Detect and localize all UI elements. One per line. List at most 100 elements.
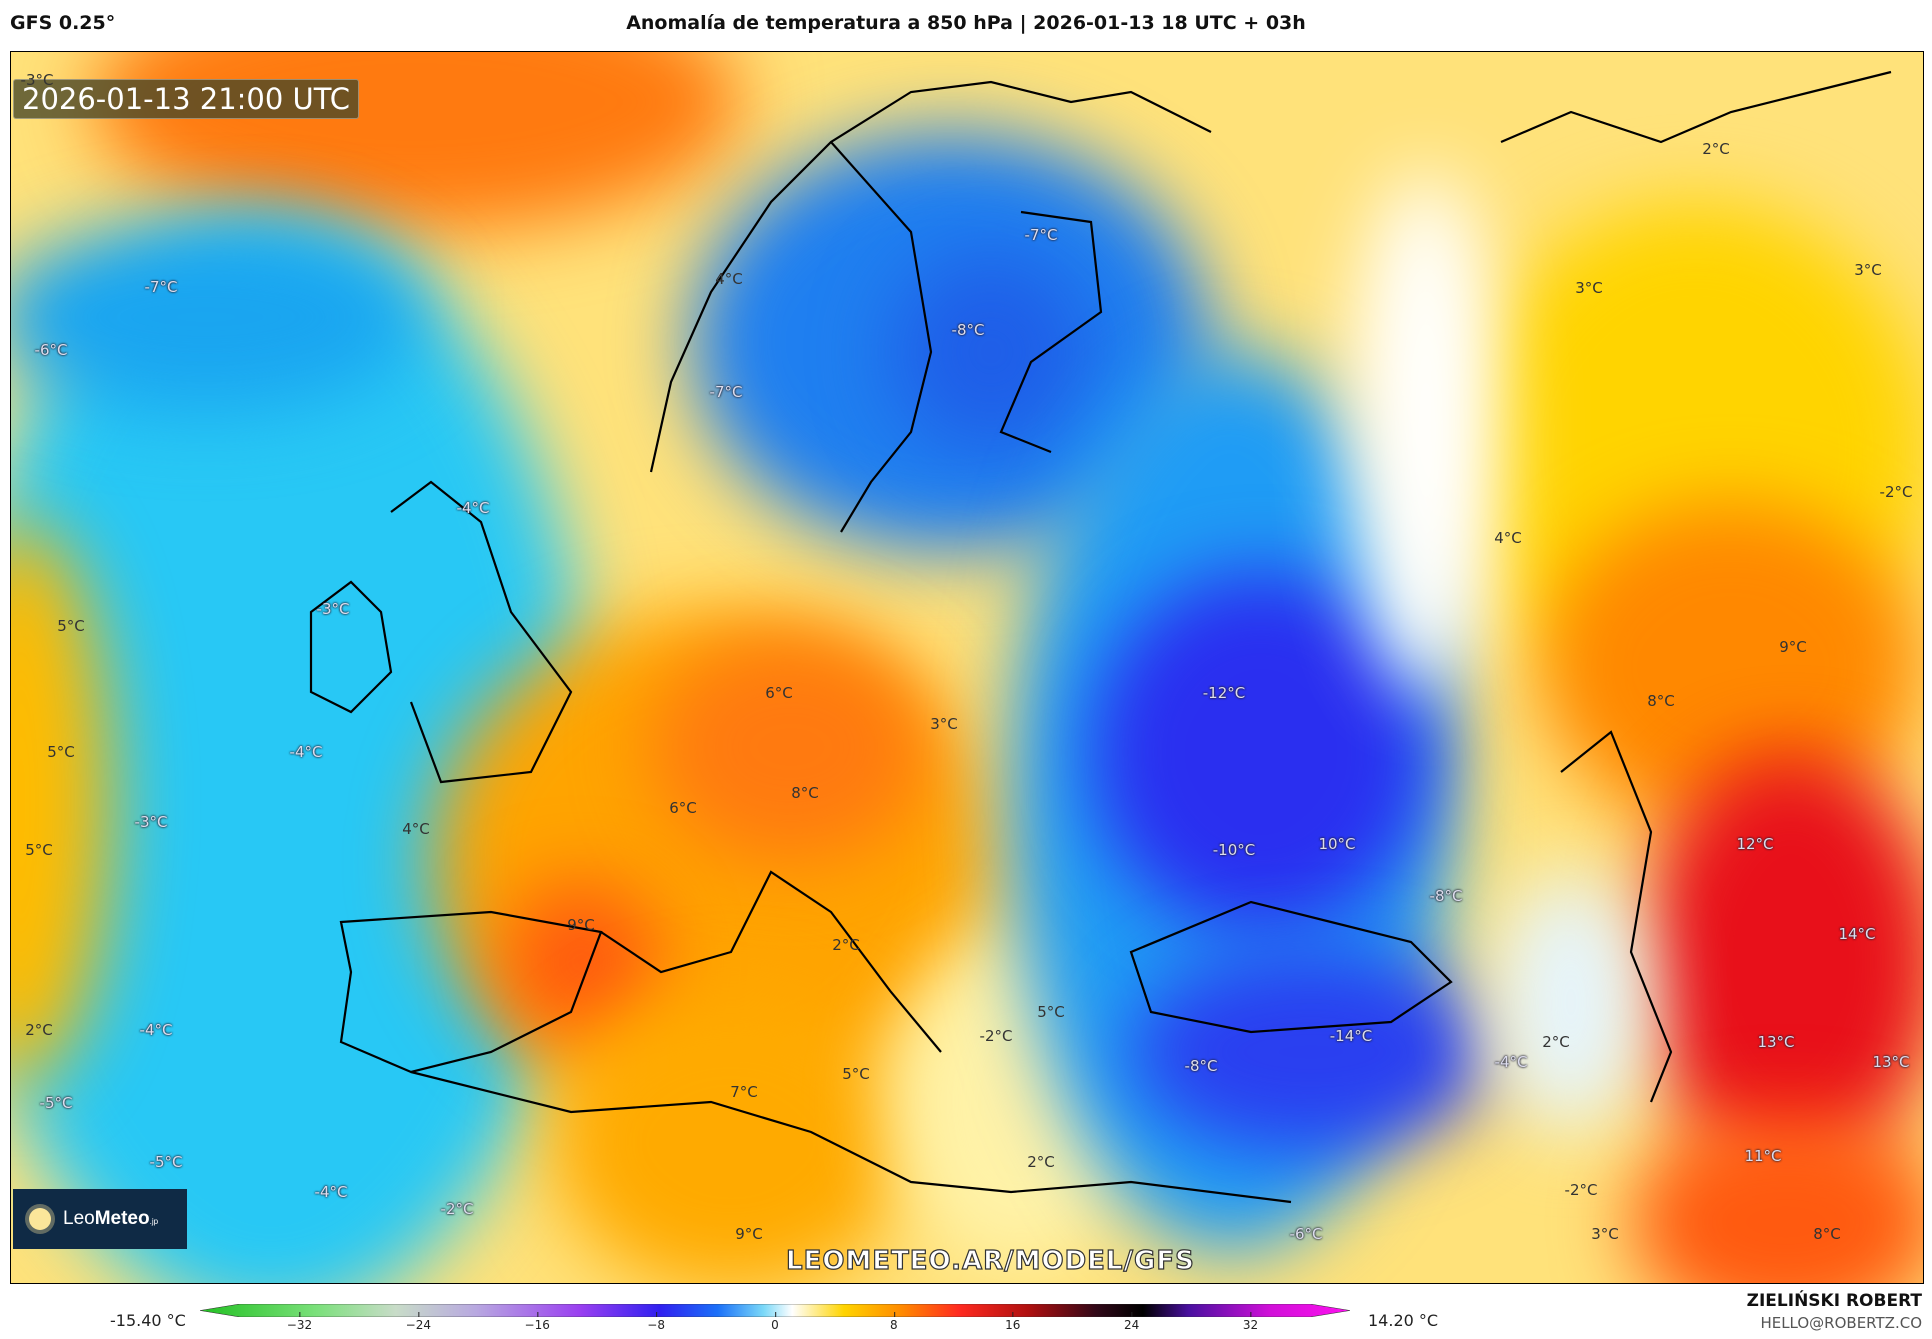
colorbar-tick: 0 xyxy=(771,1312,779,1332)
isotherm-label: -7°C xyxy=(709,383,743,401)
colorbar-tick: −16 xyxy=(524,1312,550,1332)
isotherm-label: 2°C xyxy=(1027,1153,1055,1171)
isotherm-label: -4°C xyxy=(456,499,490,517)
field-germany-hot xyxy=(651,632,931,862)
isotherm-label: 5°C xyxy=(57,617,85,635)
arctic-coast xyxy=(1500,70,1892,144)
isotherm-label: -6°C xyxy=(34,341,68,359)
isotherm-label: -4°C xyxy=(1494,1053,1528,1071)
leometeo-logo[interactable]: LeoMeteo.jp xyxy=(13,1189,187,1249)
ireland-coast xyxy=(309,580,393,714)
isotherm-label: -7°C xyxy=(1024,226,1058,244)
caspian-coast xyxy=(1560,730,1673,1103)
isotherm-label: 5°C xyxy=(25,841,53,859)
finland-coast xyxy=(999,210,1103,454)
site-watermark: LEOMETEO.AR/MODEL/GFS xyxy=(785,1245,1195,1276)
isotherm-label: 3°C xyxy=(1575,279,1603,297)
isotherm-label: -5°C xyxy=(149,1153,183,1171)
isotherm-label: -10°C xyxy=(1212,841,1256,859)
colorbar-tick: 8 xyxy=(890,1312,898,1332)
colorbar-tick: 24 xyxy=(1124,1312,1140,1332)
field-caspian-pale xyxy=(1491,872,1651,1132)
isotherm-label: -8°C xyxy=(951,321,985,339)
colorbar-ticks: −32 −24 −16 −8 0 8 16 24 32 xyxy=(200,1312,1350,1338)
isotherm-label: -2°C xyxy=(1564,1181,1598,1199)
isotherm-label: -2°C xyxy=(440,1200,474,1218)
colorbar-min-label: -15.40 °C xyxy=(110,1311,186,1330)
field-finland-core xyxy=(891,252,1091,452)
isotherm-label: 3°C xyxy=(1854,261,1882,279)
isotherm-label: -8°C xyxy=(1429,887,1463,905)
isotherm-label: -4°C xyxy=(289,743,323,761)
colorbar-max-label: 14.20 °C xyxy=(1368,1311,1439,1330)
isotherm-label: 9°C xyxy=(567,916,595,934)
isotherm-label: 2°C xyxy=(25,1021,53,1039)
isotherm-label: 4°C xyxy=(402,820,430,838)
field-turkey-cold xyxy=(1131,952,1491,1152)
chart-title: Anomalía de temperatura a 850 hPa | 2026… xyxy=(626,12,1306,34)
isotherm-label: 4°C xyxy=(715,270,743,288)
isotherm-label: 8°C xyxy=(1647,692,1675,710)
isotherm-label: 3°C xyxy=(1591,1225,1619,1243)
isotherm-label: 2°C xyxy=(1542,1033,1570,1051)
isotherm-label: 5°C xyxy=(47,743,75,761)
colorbar-tick: −32 xyxy=(286,1312,313,1332)
field-kazakhstan-hot xyxy=(1641,752,1923,1172)
mediterranean-coast xyxy=(600,870,942,1053)
isotherm-label: 13°C xyxy=(1757,1033,1795,1051)
isotherm-label: 6°C xyxy=(765,684,793,702)
field-iran-warm xyxy=(1631,1112,1923,1283)
isotherm-label: 4°C xyxy=(1494,529,1522,547)
isotherm-label: 7°C xyxy=(730,1083,758,1101)
isotherm-label: 13°C xyxy=(1872,1053,1910,1071)
temperature-anomaly-map[interactable]: 2026-01-13 21:00 UTC -3°C -7°C -6°C 4°C -7°C… xyxy=(10,51,1924,1284)
isotherm-label: 11°C xyxy=(1744,1147,1782,1165)
norway-coast xyxy=(649,80,1212,473)
isotherm-label: 14°C xyxy=(1838,925,1876,943)
isotherm-label: -5°C xyxy=(39,1094,73,1112)
isotherm-label: -2°C xyxy=(1879,483,1913,501)
isotherm-label: 8°C xyxy=(1813,1225,1841,1243)
sweden-coast xyxy=(830,141,933,533)
colorbar-tick: 32 xyxy=(1242,1312,1259,1332)
iberia-coast xyxy=(339,910,603,1074)
author-name: ZIELIŃSKI ROBERT xyxy=(1746,1291,1922,1311)
model-name: GFS 0.25° xyxy=(10,12,116,34)
isotherm-label: 8°C xyxy=(791,784,819,802)
valid-time-badge: 2026-01-13 21:00 UTC xyxy=(13,79,360,119)
isotherm-label: -12°C xyxy=(1202,684,1246,702)
colorbar: -15.40 °C xyxy=(0,1290,1932,1339)
colorbar-tick: −24 xyxy=(405,1312,431,1332)
isotherm-label: -14°C xyxy=(1329,1027,1373,1045)
great-britain-coast xyxy=(390,480,573,784)
isotherm-label: -4°C xyxy=(139,1021,173,1039)
isotherm-label: -4°C xyxy=(314,1183,348,1201)
coastline-layer xyxy=(309,70,1892,1204)
isotherm-label: -7°C xyxy=(144,278,178,296)
field-greenland-cold xyxy=(11,222,421,412)
field-north-africa-warm xyxy=(551,992,911,1283)
field-ukraine-core xyxy=(1091,572,1431,932)
isotherm-label: 5°C xyxy=(1037,1003,1065,1021)
isotherm-label: -3°C xyxy=(316,600,350,618)
logo-text: LeoMeteo.jp xyxy=(63,1208,159,1229)
north-africa-coast xyxy=(410,1070,1292,1204)
isotherm-label: -3°C xyxy=(134,813,168,831)
isotherm-label: 2°C xyxy=(1702,140,1730,158)
black-sea-coast xyxy=(1129,900,1453,1034)
isotherm-label: 3°C xyxy=(930,715,958,733)
isotherm-label: 5°C xyxy=(842,1065,870,1083)
isotherm-label: -3°C xyxy=(20,71,54,89)
isotherm-label: 2°C xyxy=(832,936,860,954)
colorbar-tick: −8 xyxy=(647,1312,665,1332)
field-white-band xyxy=(1351,172,1501,692)
isotherm-label: 6°C xyxy=(669,799,697,817)
isotherm-label: 12°C xyxy=(1736,835,1774,853)
colorbar-tick: 16 xyxy=(1005,1312,1021,1332)
isotherm-label: -2°C xyxy=(979,1027,1013,1045)
sun-icon xyxy=(29,1208,51,1230)
isotherm-label: -6°C xyxy=(1289,1225,1323,1243)
author-email[interactable]: HELLO@ROBERTZ.CO xyxy=(1760,1314,1922,1332)
isotherm-label: 9°C xyxy=(735,1225,763,1243)
isotherm-label: 9°C xyxy=(1779,638,1807,656)
